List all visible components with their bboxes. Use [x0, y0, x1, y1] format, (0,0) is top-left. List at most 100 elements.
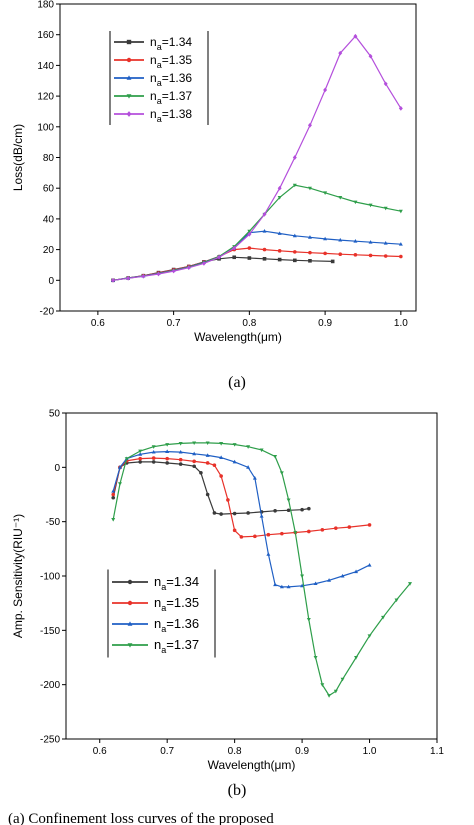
data-point [367, 634, 372, 638]
data-point [277, 195, 282, 200]
y-tick-label: 180 [37, 0, 54, 11]
series-4 [111, 183, 403, 283]
data-point [320, 683, 325, 687]
data-point [151, 449, 156, 454]
data-point [307, 235, 312, 239]
data-point [340, 573, 345, 578]
data-point [111, 492, 116, 497]
y-tick-label: -250 [40, 735, 60, 746]
data-point [217, 254, 222, 260]
data-point [212, 511, 217, 515]
data-point [219, 441, 224, 446]
data-point [192, 464, 196, 469]
data-point [165, 449, 170, 454]
data-point [273, 455, 278, 459]
data-point [286, 508, 291, 513]
series-line [112, 247, 401, 281]
data-point [247, 231, 252, 237]
data-point [205, 461, 210, 465]
y-tick-label: 100 [37, 122, 54, 133]
data-point [307, 122, 312, 128]
data-point [246, 465, 251, 469]
data-point [126, 111, 132, 117]
sensitivity-chart: 0.6 0.7 0.8 0.9 1.0 1.1 -250 -200 -150 -100 -50 0 50… [11, 409, 444, 773]
y-tick-label: 120 [37, 92, 54, 103]
data-point [126, 39, 132, 45]
data-point [205, 453, 210, 457]
data-point [226, 498, 230, 502]
data-point [368, 203, 373, 208]
data-point [277, 257, 282, 262]
data-point [292, 233, 297, 238]
legend-label: na=1.37 [150, 89, 192, 106]
data-point [262, 211, 267, 217]
data-point [327, 694, 332, 698]
data-point [151, 456, 156, 460]
data-point [201, 261, 206, 266]
y-tick-label: -100 [40, 572, 60, 583]
data-point [273, 582, 278, 587]
data-point [368, 53, 373, 59]
data-point [165, 456, 169, 461]
data-point [398, 242, 403, 246]
x-tick-label: 0.6 [93, 746, 107, 757]
series-4 [111, 441, 412, 698]
legend-entry: na=1.35 [112, 595, 199, 613]
data-point [151, 460, 156, 464]
data-point [286, 498, 291, 503]
data-point [192, 451, 197, 456]
data-point [111, 495, 116, 500]
data-point [247, 256, 252, 260]
legend-entry: na=1.37 [114, 89, 192, 106]
x-axis-label: Wavelength(μm) [208, 758, 296, 772]
legend-entry: na=1.34 [114, 35, 192, 52]
data-point [338, 237, 343, 242]
data-point [138, 460, 142, 464]
data-point [307, 506, 311, 511]
data-point [286, 584, 291, 589]
series-line [112, 450, 370, 588]
data-point [205, 441, 210, 446]
legend: na=1.34 na=1.35 na=1.36 na=1.37 [107, 569, 216, 658]
y-tick-label: 0 [54, 463, 60, 474]
data-point [293, 250, 297, 254]
data-point [381, 615, 386, 620]
data-point [313, 656, 318, 660]
data-point [259, 448, 264, 453]
data-point [279, 584, 284, 589]
data-point [262, 229, 267, 233]
legend-entry: na=1.36 [112, 616, 199, 634]
y-tick-label: 80 [43, 153, 55, 164]
data-point [247, 229, 252, 234]
data-point [354, 569, 359, 574]
legend-label: na=1.38 [150, 107, 192, 124]
data-point [111, 518, 116, 522]
data-point [383, 81, 388, 87]
data-point [313, 581, 318, 586]
legend-label: na=1.34 [154, 574, 199, 592]
plot-frame [65, 412, 438, 740]
data-point [232, 528, 237, 533]
data-point [199, 470, 203, 475]
data-point [126, 94, 132, 99]
data-point [111, 489, 116, 493]
data-point [126, 57, 132, 63]
y-tick-label: -150 [40, 626, 60, 637]
data-point [279, 471, 284, 475]
data-point [138, 449, 143, 454]
caption-text: (a) Confinement loss curves of the propo… [8, 811, 274, 825]
data-point [117, 465, 122, 469]
data-point [353, 253, 358, 257]
data-point [334, 526, 338, 530]
data-point [353, 33, 358, 39]
data-point [368, 253, 373, 258]
data-point [394, 598, 399, 603]
x-tick-label: 1.1 [430, 746, 444, 757]
data-point [307, 529, 311, 534]
data-point [178, 457, 183, 462]
data-point [127, 600, 133, 606]
y-tick-label: 140 [37, 61, 54, 72]
series-line [112, 184, 402, 281]
data-point [338, 195, 343, 200]
legend-label: na=1.37 [154, 637, 199, 655]
